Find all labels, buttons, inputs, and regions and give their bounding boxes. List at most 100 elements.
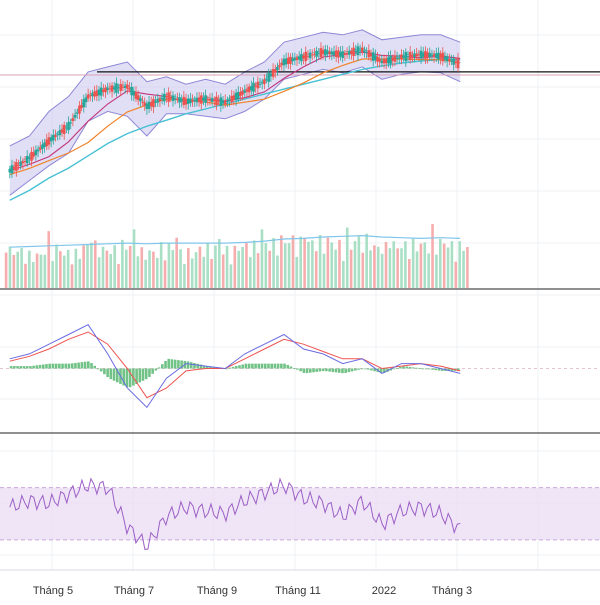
candle-body <box>254 85 257 87</box>
volume-bar <box>407 259 411 288</box>
candle-body <box>149 102 153 107</box>
candle-body <box>239 92 242 96</box>
candle-body <box>204 95 207 103</box>
rsi-line <box>9 477 461 550</box>
candle-body <box>17 165 20 167</box>
candle-body <box>443 57 447 59</box>
candle-body <box>365 52 368 54</box>
volume-bar <box>458 241 461 288</box>
macd-hist-bar <box>318 368 322 372</box>
candle-body <box>223 100 227 105</box>
candle-body <box>232 95 236 100</box>
candle-body <box>391 57 395 61</box>
macd-hist-bar <box>228 367 232 369</box>
volume-bar <box>345 227 349 288</box>
volume-bar <box>357 236 361 288</box>
candle-body <box>282 58 286 66</box>
volume-ma-line <box>9 234 461 248</box>
macd-hist-bar <box>209 366 212 369</box>
volume-bar <box>225 245 229 288</box>
candle-body <box>236 91 240 99</box>
macd-hist-bar <box>238 365 241 369</box>
candle-body <box>219 97 223 107</box>
macd-hist-bar <box>450 368 454 371</box>
volume-bar <box>132 229 136 288</box>
volume-bar <box>338 239 341 288</box>
ma-slow-line <box>9 58 461 201</box>
candle-body <box>28 157 31 160</box>
volume-bar <box>159 242 163 288</box>
volume-bar <box>353 241 357 288</box>
macd-hist-bar <box>395 368 399 369</box>
macd-hist-bar <box>382 368 386 373</box>
candle-body <box>310 54 314 56</box>
candle-body <box>413 53 416 57</box>
volume-bar <box>330 242 334 288</box>
macd-hist-bar <box>90 363 93 369</box>
volume-bar <box>318 234 322 288</box>
volume-bar <box>4 252 8 288</box>
macd-hist-bar <box>344 368 347 373</box>
volume-bar <box>415 251 419 288</box>
macd-hist-bar <box>437 368 441 371</box>
volume-bar <box>283 243 287 288</box>
macd-hist-bar <box>341 368 344 374</box>
candle-body <box>352 47 355 56</box>
volume-bar <box>260 229 264 288</box>
macd-hist-bar <box>41 364 45 369</box>
volume-bar <box>97 257 101 288</box>
candle-body <box>419 50 423 59</box>
macd-hist-bar <box>434 368 438 371</box>
candle-body <box>165 96 168 98</box>
candle-body <box>32 152 36 157</box>
macd-hist-bar <box>308 368 312 373</box>
volume-bar <box>86 244 89 288</box>
candle-body <box>317 52 321 54</box>
volume-bar <box>148 250 151 288</box>
macd-hist-bar <box>283 363 286 369</box>
macd-hist-bar <box>32 365 35 369</box>
volume-bar <box>233 245 237 288</box>
volume-bar <box>291 235 295 288</box>
macd-hist-bar <box>112 368 116 381</box>
volume-bar <box>74 248 78 288</box>
rsi-band <box>0 487 600 540</box>
candles <box>8 41 460 179</box>
macd-hist-bar <box>411 367 415 369</box>
x-tick-label: Tháng 11 <box>275 585 321 597</box>
volume-bars <box>4 224 469 288</box>
macd-hist-bar <box>83 361 87 369</box>
macd-hist-bar <box>286 364 290 369</box>
candle-body <box>130 86 133 96</box>
macd-hist-bar <box>280 363 283 369</box>
candle-body <box>408 51 412 60</box>
candle-body <box>191 99 194 102</box>
candle-body <box>158 98 162 102</box>
macd-hist-bar <box>122 368 125 386</box>
volume-bar <box>256 253 260 288</box>
candle-body <box>371 52 375 61</box>
bollinger-upper-line <box>9 29 461 147</box>
macd-hist-bar <box>51 363 55 369</box>
macd-hist-bar <box>402 366 405 369</box>
candle-body <box>434 53 438 58</box>
candle-body <box>448 58 451 61</box>
candle-body <box>354 50 358 52</box>
macd-hist-bar <box>202 365 206 369</box>
volume-bar <box>105 250 109 288</box>
candle-body <box>382 59 386 64</box>
macd-hist-bar <box>447 368 450 371</box>
candle-body <box>112 87 116 90</box>
volume-bar <box>8 246 12 288</box>
candle-body <box>321 50 325 55</box>
candle-body <box>97 89 101 96</box>
volume-bar <box>28 250 31 288</box>
candle-body <box>369 53 373 57</box>
macd-hist-bar <box>141 368 145 381</box>
volume-bar <box>400 248 403 288</box>
macd-hist-bar <box>170 359 174 369</box>
volume-bar <box>280 235 283 288</box>
candle-body <box>402 55 405 58</box>
x-tick-label: Tháng 5 <box>33 585 73 597</box>
macd-hist-bar <box>415 367 418 369</box>
